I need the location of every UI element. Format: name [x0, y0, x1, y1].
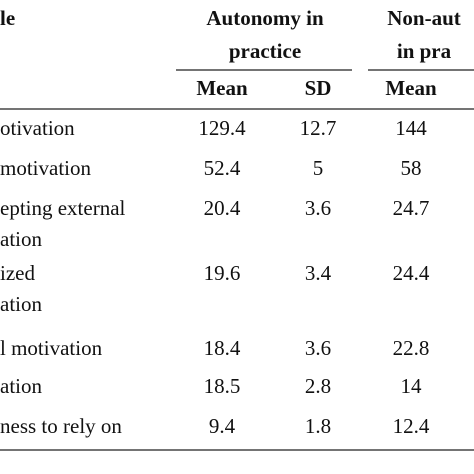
group-header: in pra [397, 39, 452, 63]
column-header: SD [305, 76, 332, 100]
row-label: ation [0, 292, 42, 316]
group-header: practice [229, 39, 301, 63]
group-header: Autonomy in [206, 6, 324, 30]
cell: 24.7 [393, 196, 430, 220]
cell: 3.6 [305, 196, 331, 220]
cell: 14 [401, 374, 423, 398]
cell: 19.6 [204, 261, 241, 285]
cell: 144 [395, 116, 427, 140]
row-label: ized [0, 261, 35, 285]
row-label: ation [0, 227, 42, 251]
cell: 2.8 [305, 374, 331, 398]
cell: 3.6 [305, 336, 331, 360]
row-label: epting external [0, 196, 126, 220]
column-header: Mean [196, 76, 248, 100]
cell: 24.4 [393, 261, 430, 285]
cell: 12.4 [393, 414, 430, 438]
cell: 3.4 [305, 261, 332, 285]
cell: 22.8 [393, 336, 430, 360]
cell: 9.4 [209, 414, 236, 438]
row-label: otivation [0, 116, 75, 140]
cell: 52.4 [204, 156, 241, 180]
row-label: ation [0, 374, 42, 398]
header-variable: le [0, 6, 15, 30]
group-header: Non-aut [387, 6, 461, 30]
row-label: l motivation [0, 336, 103, 360]
cell: 5 [313, 156, 324, 180]
row-label: motivation [0, 156, 91, 180]
cell: 58 [401, 156, 422, 180]
cell: 12.7 [300, 116, 337, 140]
cell: 1.8 [305, 414, 331, 438]
cell: 20.4 [204, 196, 241, 220]
cell: 18.5 [204, 374, 241, 398]
column-header: Mean [385, 76, 437, 100]
row-label: ness to rely on [0, 414, 122, 438]
cell: 129.4 [198, 116, 246, 140]
cell: 18.4 [204, 336, 241, 360]
